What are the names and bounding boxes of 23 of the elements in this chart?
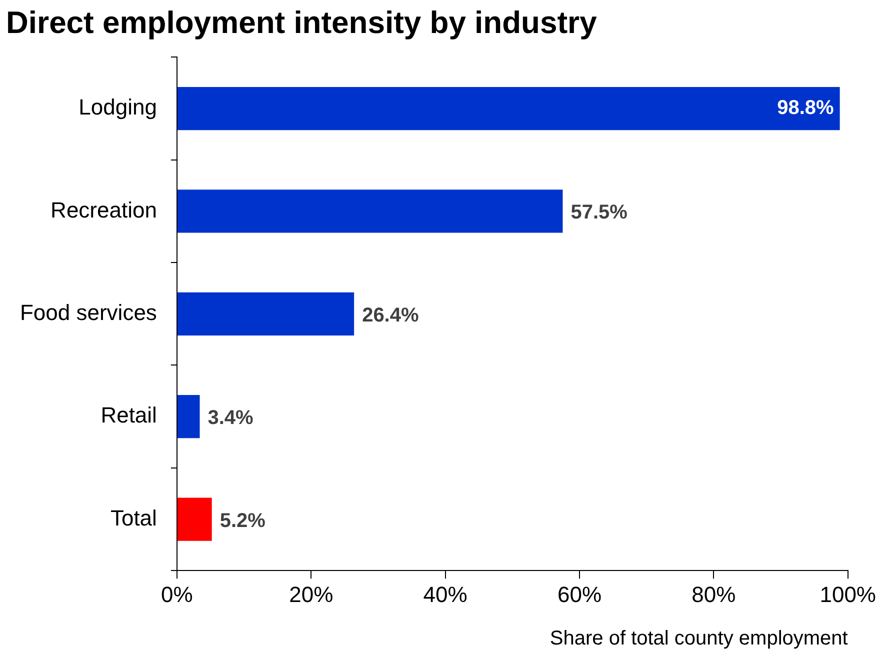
bar — [177, 292, 354, 336]
data-label: 5.2% — [220, 510, 266, 532]
x-tick-label: 0% — [161, 582, 193, 607]
chart-title: Direct employment intensity by industry — [6, 5, 598, 40]
data-label: 57.5% — [570, 202, 628, 224]
x-tick-label: 20% — [289, 582, 334, 607]
data-label: 26.4% — [362, 304, 419, 326]
bar — [177, 190, 563, 233]
bar — [177, 498, 212, 541]
x-axis-title: Share of total county employment — [550, 628, 848, 650]
bar — [177, 395, 200, 438]
data-label: 3.4% — [208, 407, 254, 430]
x-tick-label: 80% — [692, 582, 736, 607]
y-tick-label: Lodging — [78, 94, 157, 120]
x-tick-label: 60% — [557, 582, 602, 607]
data-label: 98.8% — [777, 97, 834, 120]
y-tick-label: Food services — [20, 300, 157, 325]
y-tick-label: Recreation — [50, 197, 157, 222]
y-tick-label: Retail — [100, 402, 157, 428]
bar — [177, 86, 840, 130]
x-tick-label: 40% — [423, 582, 468, 607]
x-tick-label: 100% — [820, 582, 876, 607]
y-tick-label: Total — [110, 505, 157, 530]
